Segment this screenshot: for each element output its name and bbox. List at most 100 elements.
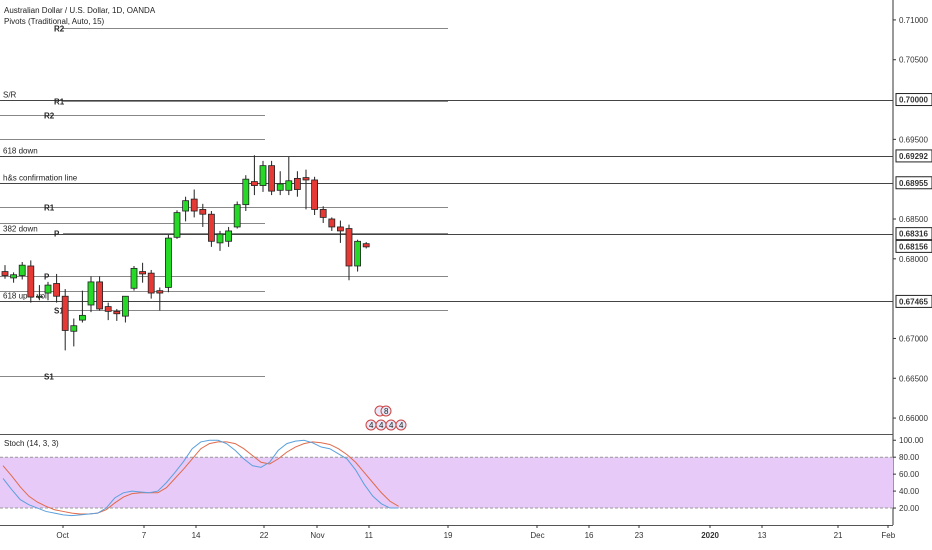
candle-down — [311, 179, 319, 210]
candle-up — [354, 240, 362, 267]
candle-up — [130, 267, 138, 289]
candle-up — [122, 295, 129, 317]
time-tick-label: 22 — [260, 531, 269, 540]
event-flag-icon — [395, 419, 407, 431]
candle-down — [104, 306, 112, 312]
price-tag: 0.68316 — [899, 230, 928, 239]
event-flag-icon-count: 4 — [389, 421, 394, 430]
time-tick-label: Oct — [56, 531, 69, 540]
time-tick-label: 7 — [142, 531, 147, 540]
pivot-label: R2 — [44, 112, 55, 121]
candle-up — [182, 200, 190, 212]
price-tag-box — [895, 239, 932, 253]
price-tick-label: 0.66000 — [899, 414, 928, 423]
candle-down — [139, 271, 147, 275]
pivot-label: S1 — [54, 307, 64, 316]
candle-down — [293, 177, 301, 190]
stoch-indicator-label[interactable]: Stoch (14, 3, 3) — [4, 439, 59, 448]
price-tag: 0.69292 — [899, 152, 928, 161]
candle-down — [190, 198, 198, 212]
stoch-tick-label: 60.00 — [899, 470, 920, 479]
pivot-label: R2 — [54, 25, 65, 34]
sr-level-label: 618 down — [3, 147, 38, 156]
candle-up — [70, 325, 78, 332]
pivot-label: S1 — [44, 373, 54, 382]
price-tag: 0.67465 — [899, 297, 928, 306]
candle-down — [336, 226, 344, 232]
price-tag: 0.70000 — [899, 96, 928, 105]
sr-level-label: h&s confirmation line — [3, 174, 78, 183]
candle-down — [156, 290, 164, 294]
price-tick-label: 0.68500 — [899, 215, 928, 224]
pivot-label: P — [44, 273, 50, 282]
candle-down — [345, 228, 353, 267]
candlestick-series — [1, 155, 370, 351]
stoch-k-line — [2, 439, 399, 517]
time-tick-label: 13 — [758, 531, 767, 540]
price-tick-label: 0.70500 — [899, 56, 928, 65]
pivot-label: R1 — [54, 98, 65, 107]
price-tick-label: 0.68000 — [899, 255, 928, 264]
candle-up — [259, 165, 267, 186]
stoch-tick-label: 80.00 — [899, 453, 920, 462]
event-flag-icon-count: 4 — [379, 421, 384, 430]
candle-up — [242, 178, 250, 206]
pivots-indicator-label[interactable]: Pivots (Traditional, Auto, 15) — [4, 17, 105, 26]
stoch-pane: 100.00 80.00 60.00 40.00 20.00 — [0, 436, 924, 517]
candle-down — [268, 165, 276, 192]
stoch-tick-label: 20.00 — [899, 504, 920, 513]
event-markers[interactable]: 84 4 4 4 — [365, 405, 407, 431]
time-tick-label: Dec — [530, 531, 544, 540]
price-tag-box — [895, 227, 932, 241]
time-tick-label: 19 — [444, 531, 453, 540]
candle-up — [216, 233, 224, 244]
time-tick-label: 23 — [635, 531, 644, 540]
candle-up — [276, 183, 284, 191]
stoch-tick-label: 40.00 — [899, 487, 920, 496]
candle-down — [1, 271, 9, 276]
price-tag: 0.68156 — [899, 242, 928, 251]
price-tick-label: 0.71000 — [899, 16, 928, 25]
time-tick-label: Nov — [310, 531, 324, 540]
candle-up — [233, 204, 241, 228]
pivot-levels: R2 R1 P S1 R2 R1 P S1 — [0, 25, 448, 382]
candle-down — [113, 310, 121, 315]
candle-down — [199, 209, 207, 215]
candle-up — [285, 180, 293, 191]
candle-up — [225, 230, 233, 242]
candle-up — [164, 237, 172, 288]
price-tag: 0.68955 — [899, 179, 928, 188]
price-tag-box — [895, 294, 932, 308]
candle-down — [250, 181, 258, 186]
candle-up — [87, 281, 95, 306]
price-tick-label: 0.66500 — [899, 374, 928, 383]
price-tag-box — [895, 149, 932, 163]
sr-level-label: 618 up + vol — [3, 292, 47, 301]
time-axis[interactable]: Oct 7 14 22 Nov 11 19 Dec 16 23 2020 13 21 Feb — [56, 525, 896, 540]
price-tag-box — [895, 93, 932, 107]
time-tick-label: 11 — [365, 531, 374, 540]
symbol-title: Australian Dollar / U.S. Dollar, 1D, OAN… — [4, 6, 156, 15]
candle-down — [61, 295, 69, 331]
price-axis[interactable]: 0.71000 0.70500 0.70000 0.69500 0.69292 0.689… — [893, 16, 932, 423]
time-tick-label: 21 — [834, 531, 843, 540]
candle-down — [302, 177, 310, 181]
price-tick-label: 0.69500 — [899, 135, 928, 144]
candle-down — [362, 243, 370, 248]
candle-up — [173, 212, 181, 238]
grid-layer — [0, 0, 894, 526]
pivot-label: P — [54, 230, 60, 239]
horizontal-levels: S/R 618 down h&s confirmation line 382 down… — [0, 91, 893, 302]
time-tick-label: 2020 — [701, 531, 719, 540]
candle-up — [10, 274, 18, 279]
pivot-label: R1 — [44, 204, 55, 213]
event-flag-icon-count: 4 — [369, 421, 374, 430]
candle-down — [328, 218, 336, 228]
candle-down — [27, 265, 35, 298]
candle-up — [36, 295, 43, 298]
price-tick-label: 0.67000 — [899, 334, 928, 343]
time-tick-label: Feb — [881, 531, 895, 540]
sr-level-label: S/R — [3, 91, 17, 100]
candle-up — [44, 284, 52, 294]
